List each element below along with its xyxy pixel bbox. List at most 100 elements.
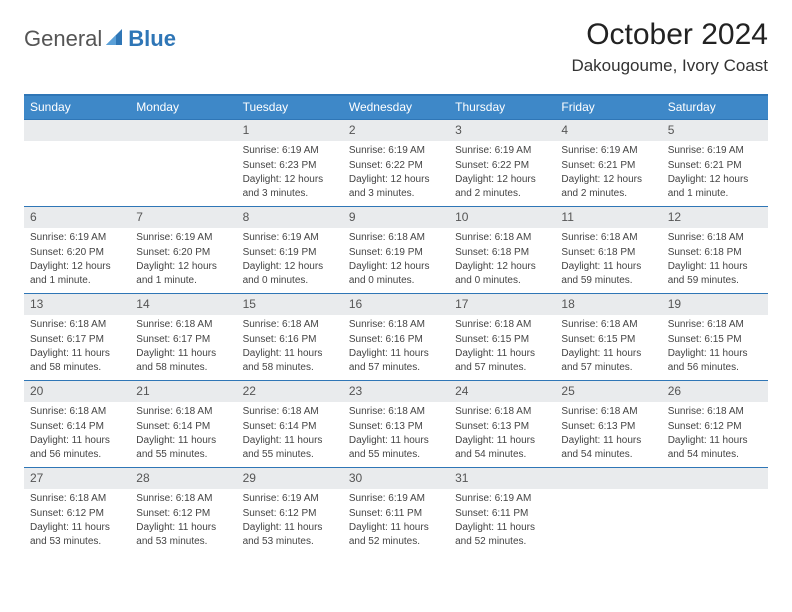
title-block: October 2024 Dakougoume, Ivory Coast — [571, 18, 768, 76]
day-cell: 31Sunrise: 6:19 AMSunset: 6:11 PMDayligh… — [449, 468, 555, 554]
sunrise-text: Sunrise: 6:18 AM — [455, 405, 549, 419]
daylight-text: Daylight: 12 hours and 1 minute. — [30, 260, 124, 287]
day-number: 19 — [662, 294, 768, 315]
daylight-text: Daylight: 11 hours and 54 minutes. — [455, 434, 549, 461]
day-number: 18 — [555, 294, 661, 315]
daylight-text: Daylight: 11 hours and 54 minutes. — [668, 434, 762, 461]
sunset-text: Sunset: 6:19 PM — [243, 246, 337, 260]
sunset-text: Sunset: 6:22 PM — [349, 159, 443, 173]
daylight-text: Daylight: 11 hours and 54 minutes. — [561, 434, 655, 461]
day-number: 9 — [343, 207, 449, 228]
day-cell: 25Sunrise: 6:18 AMSunset: 6:13 PMDayligh… — [555, 381, 661, 467]
daylight-text: Daylight: 12 hours and 0 minutes. — [455, 260, 549, 287]
day-cell: 29Sunrise: 6:19 AMSunset: 6:12 PMDayligh… — [237, 468, 343, 554]
sunset-text: Sunset: 6:13 PM — [455, 420, 549, 434]
daylight-text: Daylight: 11 hours and 57 minutes. — [561, 347, 655, 374]
month-title: October 2024 — [571, 18, 768, 52]
day-number: 13 — [24, 294, 130, 315]
sunrise-text: Sunrise: 6:19 AM — [349, 492, 443, 506]
sunrise-text: Sunrise: 6:18 AM — [243, 405, 337, 419]
sunset-text: Sunset: 6:12 PM — [668, 420, 762, 434]
dow-tuesday: Tuesday — [237, 96, 343, 119]
day-number: 30 — [343, 468, 449, 489]
sunrise-text: Sunrise: 6:19 AM — [243, 492, 337, 506]
day-cell: 1Sunrise: 6:19 AMSunset: 6:23 PMDaylight… — [237, 120, 343, 206]
day-number: 11 — [555, 207, 661, 228]
sunset-text: Sunset: 6:12 PM — [136, 507, 230, 521]
day-number: 24 — [449, 381, 555, 402]
day-cell: 8Sunrise: 6:19 AMSunset: 6:19 PMDaylight… — [237, 207, 343, 293]
day-number: 28 — [130, 468, 236, 489]
daylight-text: Daylight: 11 hours and 55 minutes. — [136, 434, 230, 461]
dow-wednesday: Wednesday — [343, 96, 449, 119]
day-number: . — [130, 120, 236, 141]
day-cell: 18 Sunrise: 6:18 AMSunset: 6:15 PMDayligh… — [555, 294, 661, 380]
sunset-text: Sunset: 6:11 PM — [455, 507, 549, 521]
daylight-text: Daylight: 11 hours and 56 minutes. — [30, 434, 124, 461]
day-cell: 3Sunrise: 6:19 AMSunset: 6:22 PMDaylight… — [449, 120, 555, 206]
sunset-text: Sunset: 6:15 PM — [668, 333, 762, 347]
sunset-text: Sunset: 6:19 PM — [349, 246, 443, 260]
day-body: Sunrise: 6:18 AMSunset: 6:18 PMDaylight:… — [449, 228, 555, 292]
day-body: Sunrise: 6:18 AMSunset: 6:15 PMDaylight:… — [449, 315, 555, 379]
sunrise-text: Sunrise: 6:18 AM — [349, 318, 443, 332]
day-number: 17 — [449, 294, 555, 315]
day-number: 27 — [24, 468, 130, 489]
sunrise-text: Sunrise: 6:18 AM — [136, 318, 230, 332]
logo-sail-icon — [104, 27, 126, 52]
sunrise-text: Sunrise: 6:18 AM — [136, 405, 230, 419]
logo-text-blue: Blue — [128, 26, 176, 52]
daylight-text: Daylight: 12 hours and 2 minutes. — [561, 173, 655, 200]
daylight-text: Daylight: 11 hours and 58 minutes. — [136, 347, 230, 374]
day-cell: 28 Sunrise: 6:18 AMSunset: 6:12 PMDayligh… — [130, 468, 236, 554]
day-number: 2 — [343, 120, 449, 141]
day-body: Sunrise: 6:19 AMSunset: 6:11 PMDaylight:… — [449, 489, 555, 553]
logo-text-general: General — [24, 26, 102, 52]
sunrise-text: Sunrise: 6:18 AM — [561, 318, 655, 332]
day-number: 29 — [237, 468, 343, 489]
header: General Blue October 2024 Dakougoume, Iv… — [24, 18, 768, 76]
sunrise-text: Sunrise: 6:19 AM — [136, 231, 230, 245]
daylight-text: Daylight: 11 hours and 53 minutes. — [136, 521, 230, 548]
daylight-text: Daylight: 12 hours and 1 minute. — [136, 260, 230, 287]
day-body: Sunrise: 6:18 AMSunset: 6:12 PMDaylight:… — [24, 489, 130, 553]
sunset-text: Sunset: 6:21 PM — [561, 159, 655, 173]
daylight-text: Daylight: 11 hours and 59 minutes. — [561, 260, 655, 287]
week-row: ..1Sunrise: 6:19 AMSunset: 6:23 PMDaylig… — [24, 119, 768, 206]
day-number: . — [24, 120, 130, 141]
daylight-text: Daylight: 12 hours and 2 minutes. — [455, 173, 549, 200]
sunset-text: Sunset: 6:14 PM — [243, 420, 337, 434]
sunset-text: Sunset: 6:17 PM — [30, 333, 124, 347]
sunset-text: Sunset: 6:13 PM — [561, 420, 655, 434]
sunrise-text: Sunrise: 6:19 AM — [30, 231, 124, 245]
daylight-text: Daylight: 12 hours and 3 minutes. — [243, 173, 337, 200]
day-number: 14 — [130, 294, 236, 315]
sunrise-text: Sunrise: 6:19 AM — [243, 144, 337, 158]
day-body: Sunrise: 6:19 AMSunset: 6:12 PMDaylight:… — [237, 489, 343, 553]
day-number: 22 — [237, 381, 343, 402]
sunset-text: Sunset: 6:12 PM — [30, 507, 124, 521]
daylight-text: Daylight: 11 hours and 58 minutes. — [243, 347, 337, 374]
daylight-text: Daylight: 11 hours and 55 minutes. — [349, 434, 443, 461]
sunrise-text: Sunrise: 6:19 AM — [668, 144, 762, 158]
day-number: 1 — [237, 120, 343, 141]
sunset-text: Sunset: 6:11 PM — [349, 507, 443, 521]
day-body: Sunrise: 6:19 AMSunset: 6:20 PMDaylight:… — [24, 228, 130, 292]
day-body: Sunrise: 6:18 AMSunset: 6:19 PMDaylight:… — [343, 228, 449, 292]
daylight-text: Daylight: 11 hours and 55 minutes. — [243, 434, 337, 461]
day-cell: 14Sunrise: 6:18 AMSunset: 6:17 PMDayligh… — [130, 294, 236, 380]
sunrise-text: Sunrise: 6:18 AM — [136, 492, 230, 506]
day-number: 12 — [662, 207, 768, 228]
daylight-text: Daylight: 12 hours and 0 minutes. — [349, 260, 443, 287]
day-body: Sunrise: 6:18 AMSunset: 6:13 PMDaylight:… — [343, 402, 449, 466]
location: Dakougoume, Ivory Coast — [571, 56, 768, 76]
day-cell: 2 Sunrise: 6:19 AMSunset: 6:22 PMDaylight… — [343, 120, 449, 206]
day-cell: 9Sunrise: 6:18 AMSunset: 6:19 PMDaylight… — [343, 207, 449, 293]
day-cell: 27Sunrise: 6:18 AMSunset: 6:12 PMDayligh… — [24, 468, 130, 554]
daylight-text: Daylight: 12 hours and 3 minutes. — [349, 173, 443, 200]
sunset-text: Sunset: 6:15 PM — [561, 333, 655, 347]
sunrise-text: Sunrise: 6:19 AM — [349, 144, 443, 158]
day-cell: 4Sunrise: 6:19 AMSunset: 6:21 PMDaylight… — [555, 120, 661, 206]
day-body: Sunrise: 6:19 AMSunset: 6:23 PMDaylight:… — [237, 141, 343, 205]
day-number: 21 — [130, 381, 236, 402]
